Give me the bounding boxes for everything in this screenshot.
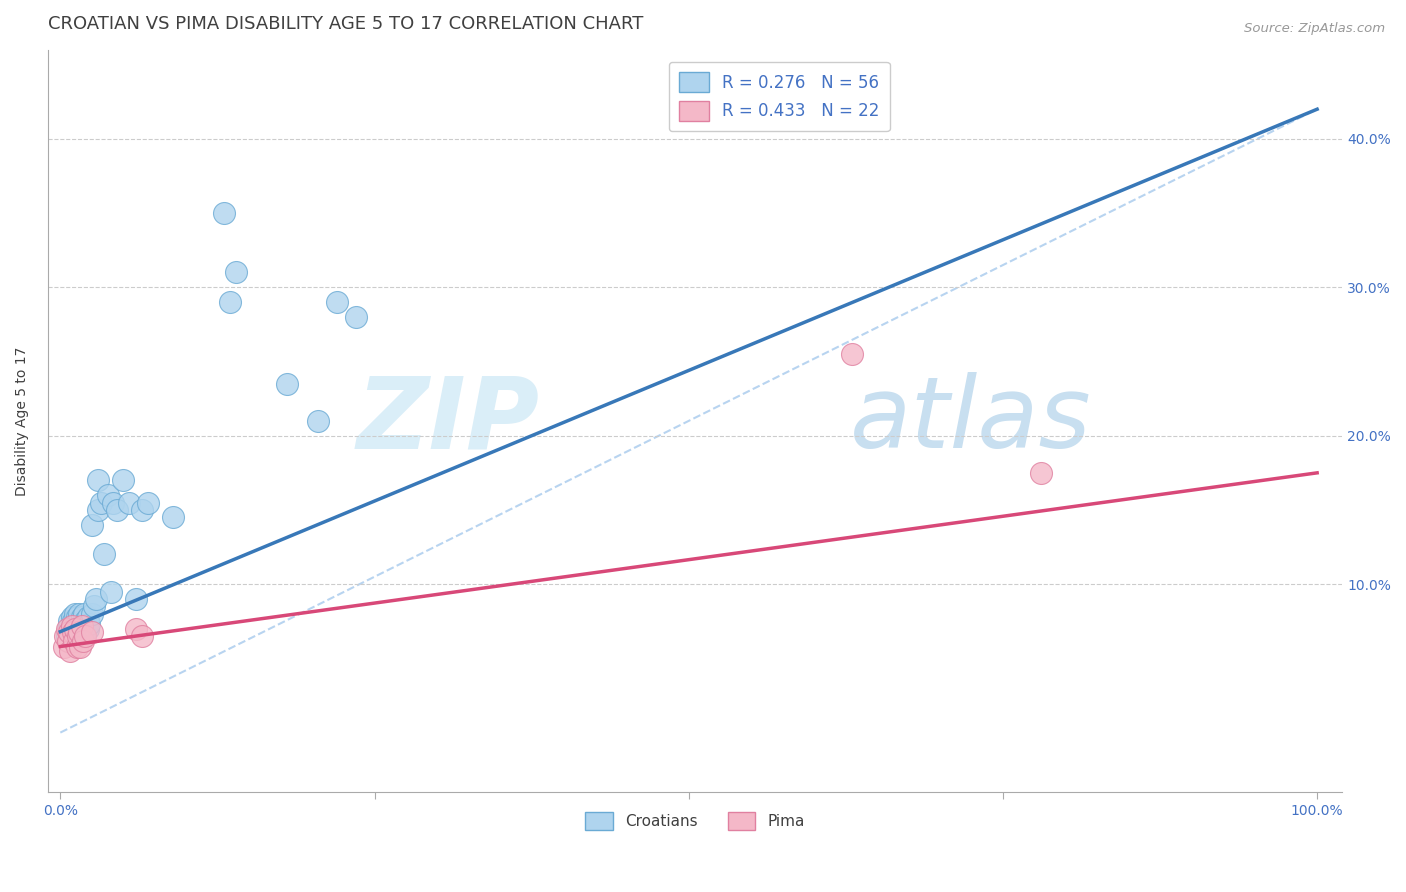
Point [69, 618, 91, 632]
Point [59, 624, 82, 639]
Point [125, 622, 148, 636]
Point [326, 295, 349, 310]
Point [55, 629, 77, 643]
Point [60, 618, 83, 632]
Point [70, 618, 93, 632]
Point [77, 622, 100, 636]
Point [62, 629, 84, 643]
Point [100, 584, 122, 599]
Point [841, 347, 863, 361]
Point [70, 610, 93, 624]
Point [62, 622, 84, 636]
Point [131, 503, 153, 517]
Point [307, 414, 329, 428]
Point [101, 495, 124, 509]
Point [93, 548, 115, 562]
Point [63, 618, 86, 632]
Point [77, 617, 100, 632]
Point [66, 629, 89, 643]
Legend: Croatians, Pima: Croatians, Pima [579, 805, 811, 837]
Point [83, 599, 105, 614]
Point [75, 614, 97, 628]
Point [90, 495, 112, 509]
Point [65, 624, 87, 639]
Point [97, 488, 120, 502]
Point [66, 617, 89, 632]
Point [76, 618, 98, 632]
Point [65, 622, 87, 636]
Point [225, 265, 247, 279]
Point [67, 629, 90, 643]
Point [87, 473, 110, 487]
Point [56, 622, 79, 636]
Point [53, 640, 76, 654]
Point [162, 510, 184, 524]
Point [344, 310, 367, 324]
Text: CROATIAN VS PIMA DISABILITY AGE 5 TO 17 CORRELATION CHART: CROATIAN VS PIMA DISABILITY AGE 5 TO 17 … [48, 15, 643, 33]
Point [125, 592, 148, 607]
Point [67, 622, 90, 636]
Point [66, 640, 89, 654]
Point [69, 624, 91, 639]
Point [65, 607, 87, 621]
Point [105, 503, 128, 517]
Text: atlas: atlas [851, 372, 1092, 469]
Point [59, 644, 82, 658]
Point [62, 624, 84, 639]
Point [118, 495, 141, 509]
Point [56, 633, 79, 648]
Point [62, 614, 84, 628]
Point [66, 614, 89, 628]
Point [219, 295, 242, 310]
Point [75, 624, 97, 639]
Point [131, 629, 153, 643]
Point [75, 629, 97, 643]
Point [72, 633, 94, 648]
Point [72, 629, 94, 643]
Point [80, 624, 103, 639]
Point [67, 624, 90, 639]
Point [77, 610, 100, 624]
Y-axis label: Disability Age 5 to 17: Disability Age 5 to 17 [15, 346, 30, 496]
Text: ZIP: ZIP [357, 372, 540, 469]
Point [276, 376, 298, 391]
Point [69, 640, 91, 654]
Point [67, 607, 90, 621]
Point [136, 495, 159, 509]
Point [112, 473, 135, 487]
Point [63, 633, 86, 648]
Point [60, 618, 83, 632]
Point [72, 617, 94, 632]
Point [55, 622, 77, 636]
Point [66, 622, 89, 636]
Point [58, 614, 80, 628]
Point [80, 517, 103, 532]
Point [60, 610, 83, 624]
Point [87, 503, 110, 517]
Point [66, 610, 89, 624]
Point [212, 206, 235, 220]
Point [84, 592, 107, 607]
Point [58, 624, 80, 639]
Point [1029, 466, 1052, 480]
Text: Source: ZipAtlas.com: Source: ZipAtlas.com [1244, 22, 1385, 36]
Point [53, 629, 76, 643]
Point [73, 607, 96, 621]
Point [80, 607, 103, 621]
